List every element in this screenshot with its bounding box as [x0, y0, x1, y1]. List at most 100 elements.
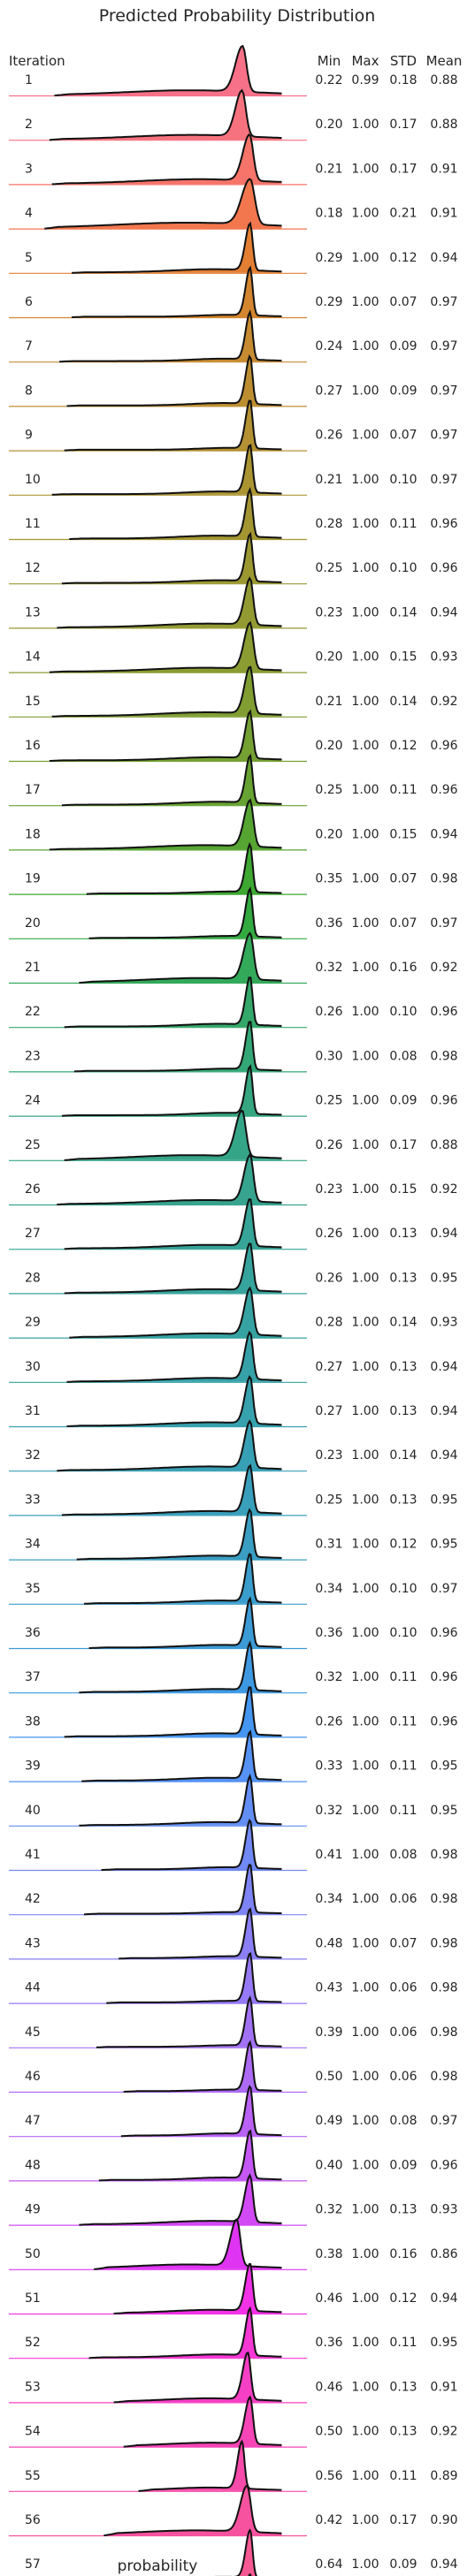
ridge-outline	[44, 178, 282, 230]
ridge-outline	[79, 2173, 282, 2226]
ridge-outline	[64, 1686, 282, 1738]
stat-min: 0.46	[315, 2291, 342, 2306]
iteration-label: 29	[25, 1316, 41, 1330]
stat-max: 1.00	[351, 1271, 379, 1285]
iteration-label: 3	[25, 162, 33, 176]
iteration-label: 41	[25, 1848, 41, 1862]
stat-min: 0.34	[315, 1892, 342, 1906]
iteration-label: 12	[25, 561, 41, 575]
stat-max: 1.00	[351, 2114, 379, 2128]
iteration-label: 36	[25, 1626, 41, 1640]
stat-mean: 0.98	[430, 2025, 457, 2040]
ridge-outline	[51, 444, 282, 496]
ridge-row: 9 0.26 1.00 0.07 0.97	[9, 399, 458, 452]
ridge-outline	[138, 2439, 282, 2492]
stat-header-std: STD	[390, 53, 417, 69]
ridge-outline	[94, 2218, 282, 2270]
stat-min: 0.27	[315, 1360, 342, 1374]
stat-max: 1.00	[351, 1316, 379, 1330]
ridge-area	[123, 2397, 282, 2447]
stat-min: 0.21	[315, 695, 342, 709]
stat-min: 0.46	[315, 2380, 342, 2394]
ridge-row: 45 0.39 1.00 0.06 0.98	[9, 1995, 458, 2048]
ridge-row: 2 0.20 1.00 0.17 0.88	[9, 88, 458, 141]
stat-max: 1.00	[351, 1049, 379, 1063]
stat-mean: 0.96	[430, 739, 457, 753]
stat-max: 1.00	[351, 1981, 379, 1995]
ridge-outline	[113, 2352, 282, 2404]
stat-mean: 0.88	[430, 1138, 457, 1152]
stat-max: 1.00	[351, 1759, 379, 1774]
ridge-outline	[49, 709, 282, 762]
stat-std: 0.13	[389, 2203, 417, 2217]
stat-max: 1.00	[351, 517, 379, 531]
iteration-label: 47	[25, 2114, 41, 2128]
stat-max: 1.00	[351, 2425, 379, 2439]
ridge-row: 3 0.21 1.00 0.17 0.91	[9, 133, 458, 186]
ridge-outline	[88, 886, 282, 939]
ridge-row: 57 0.64 1.00 0.09 0.94	[25, 2528, 458, 2576]
stat-max: 1.00	[351, 650, 379, 665]
ridge-outline	[57, 1153, 282, 1205]
iteration-label: 31	[25, 1404, 41, 1418]
stat-min: 0.22	[315, 73, 342, 87]
iteration-label: 33	[25, 1493, 41, 1507]
stat-max: 1.00	[351, 1448, 379, 1463]
iteration-label: 48	[25, 2158, 41, 2172]
ridge-row: 15 0.21 1.00 0.14 0.92	[9, 665, 458, 718]
iteration-label: 16	[25, 739, 41, 753]
ridge-area	[51, 134, 282, 185]
stat-mean: 0.88	[430, 118, 457, 132]
iteration-label: 1	[25, 73, 33, 87]
ridge-row: 27 0.26 1.00 0.13 0.94	[9, 1198, 458, 1250]
stat-std: 0.06	[389, 1981, 417, 1995]
stat-std: 0.10	[389, 1005, 417, 1019]
ridge-outline	[59, 309, 282, 363]
stat-mean: 0.98	[430, 2070, 457, 2084]
stat-std: 0.11	[389, 783, 417, 797]
stat-min: 0.26	[315, 1138, 342, 1152]
iteration-label: 49	[25, 2203, 41, 2217]
stat-max: 1.00	[351, 872, 379, 886]
ridge-outline	[98, 2129, 282, 2182]
ridge-area	[64, 1110, 282, 1160]
stat-max: 1.00	[351, 1848, 379, 1862]
stat-headers: Min Max STD Mean	[318, 53, 463, 69]
stat-std: 0.11	[389, 2336, 417, 2350]
stat-std: 0.14	[389, 695, 417, 709]
stat-std: 0.09	[389, 2158, 417, 2172]
stat-min: 0.29	[315, 295, 342, 309]
stat-max: 1.00	[351, 2557, 379, 2572]
stat-min: 0.26	[315, 1271, 342, 1285]
ridge-row: 21 0.32 1.00 0.16 0.92	[9, 931, 458, 984]
ridge-row: 54 0.50 1.00 0.13 0.92	[9, 2395, 458, 2448]
stat-header-mean: Mean	[426, 53, 463, 69]
iteration-label: 10	[25, 473, 41, 487]
stat-min: 0.23	[315, 605, 342, 619]
stat-max: 1.00	[351, 2070, 379, 2084]
stat-min: 0.49	[315, 2114, 342, 2128]
ridge-outline	[64, 1242, 282, 1295]
stat-max: 1.00	[351, 561, 379, 575]
ridge-area	[57, 1421, 282, 1471]
chart-title: Predicted Probability Distribution	[99, 6, 376, 26]
ridge-outline	[61, 531, 282, 585]
stat-header-min: Min	[318, 53, 341, 69]
iteration-label: 9	[25, 429, 33, 443]
ridge-area	[64, 1243, 282, 1294]
stat-std: 0.21	[389, 207, 417, 221]
stat-min: 0.50	[315, 2425, 342, 2439]
ridge-outline	[66, 1375, 282, 1427]
stat-min: 0.36	[315, 2336, 342, 2350]
stat-std: 0.13	[389, 2425, 417, 2439]
stat-min: 0.20	[315, 827, 342, 841]
stat-max: 1.00	[351, 1538, 379, 1552]
stat-min: 0.23	[315, 1182, 342, 1197]
ridge-outline	[123, 2395, 282, 2448]
iteration-label: 7	[25, 339, 33, 353]
stat-min: 0.42	[315, 2513, 342, 2527]
stat-min: 0.29	[315, 251, 342, 265]
ridge-row: 56 0.42 1.00 0.17 0.90	[9, 2484, 458, 2537]
ridge-area	[69, 1288, 282, 1338]
stat-mean: 0.95	[430, 1759, 457, 1774]
